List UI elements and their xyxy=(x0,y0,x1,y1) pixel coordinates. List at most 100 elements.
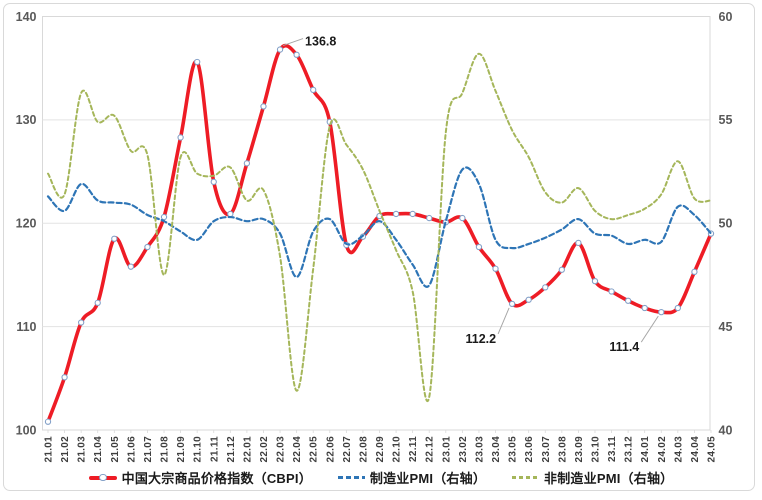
x-axis-tick-label: 24.01 xyxy=(640,436,651,463)
cbpi-data-point-marker xyxy=(44,418,52,425)
x-axis-tick-label: 22.07 xyxy=(342,436,353,463)
x-axis-tick-label: 23.03 xyxy=(474,436,485,463)
nonmanufacturing-pmi-line xyxy=(47,52,712,402)
cbpi-data-point-marker xyxy=(61,374,68,381)
legend-item-manufacturing-pmi: 制造业PMI（右轴） xyxy=(337,468,487,487)
x-axis-tick-label: 21.03 xyxy=(77,436,88,463)
y-axis-right-tick-label: 60 xyxy=(719,10,733,24)
y-axis-left-tick-label: 130 xyxy=(16,113,37,127)
y-axis-right-tick-label: 55 xyxy=(719,113,733,127)
annotation-leader-line xyxy=(282,38,304,47)
y-axis-left-tick-label: 120 xyxy=(16,217,37,231)
x-axis-tick-label: 21.05 xyxy=(110,436,121,463)
y-axis-left-tick-label: 140 xyxy=(16,10,37,24)
legend-label-cbpi: 中国大宗商品价格指数（CBPI） xyxy=(121,471,312,486)
x-axis-tick-label: 23.05 xyxy=(508,436,519,463)
x-axis-tick-label: 21.11 xyxy=(209,436,220,462)
cbpi-data-point-marker xyxy=(608,288,615,295)
cbpi-data-point-marker xyxy=(525,296,532,303)
cbpi-data-point-marker xyxy=(508,300,516,308)
cbpi-data-point-marker xyxy=(691,268,698,275)
legend-swatch-cbpi-line xyxy=(88,473,117,482)
x-axis-tick-label: 21.09 xyxy=(176,436,187,463)
cbpi-data-point-marker xyxy=(542,284,549,291)
chart-legend: 中国大宗商品价格指数（CBPI） 制造业PMI（右轴） 非制造业PMI（右轴） xyxy=(0,468,762,487)
x-axis-tick-label: 23.11 xyxy=(607,436,618,462)
x-axis-tick-label: 24.03 xyxy=(673,436,684,463)
x-axis-tick-label: 22.12 xyxy=(425,436,436,463)
x-axis-tick-label: 23.12 xyxy=(624,436,635,463)
y-axis-right-tick-label: 45 xyxy=(719,320,733,334)
cbpi-data-point-marker xyxy=(459,214,466,222)
x-axis-tick-label: 23.06 xyxy=(524,436,535,463)
x-axis-tick-label: 23.10 xyxy=(590,436,601,463)
x-axis-tick-label: 22.10 xyxy=(392,436,403,463)
cbpi-data-point-marker xyxy=(177,134,184,141)
cbpi-data-point-marker xyxy=(624,297,632,304)
cbpi-data-point-marker xyxy=(210,178,217,186)
annotation-leader-line xyxy=(640,315,659,343)
cbpi-data-point-marker xyxy=(227,210,234,218)
cbpi-data-point-marker xyxy=(78,319,85,326)
cbpi-data-point-marker xyxy=(409,210,416,218)
cbpi-data-point-marker xyxy=(144,243,151,251)
x-axis-tick-label: 22.04 xyxy=(292,436,303,463)
x-axis-tick-label: 22.05 xyxy=(309,436,320,463)
x-axis-tick-label: 23.08 xyxy=(557,436,568,463)
cbpi-data-point-marker xyxy=(243,160,251,167)
x-axis-tick-label: 24.02 xyxy=(657,436,668,463)
legend-swatch-nonmanufacturing-pmi-dash xyxy=(512,476,540,479)
x-axis-tick-label: 22.09 xyxy=(375,436,386,463)
annotation-value-label: 111.4 xyxy=(609,340,639,354)
x-axis-tick-label: 22.11 xyxy=(408,436,419,462)
manufacturing-pmi-line xyxy=(46,166,713,288)
cbpi-data-point-marker xyxy=(293,51,300,58)
cbpi-data-point-marker xyxy=(591,277,599,285)
x-axis-tick-label: 24.05 xyxy=(707,436,718,463)
x-axis-tick-label: 22.01 xyxy=(242,436,253,463)
x-axis-tick-label: 23.02 xyxy=(458,436,469,463)
y-axis-left-tick-label: 110 xyxy=(16,320,36,334)
x-axis-tick-label: 21.04 xyxy=(93,436,104,463)
cbpi-data-point-marker xyxy=(392,210,400,218)
cbpi-data-point-marker xyxy=(475,243,483,251)
cbpi-data-point-marker xyxy=(260,103,267,110)
legend-marker-dot-icon xyxy=(99,473,107,482)
x-axis-tick-label: 21.06 xyxy=(126,436,137,463)
cbpi-data-point-marker xyxy=(575,239,582,247)
cbpi-data-point-marker xyxy=(674,304,681,312)
x-axis-tick-label: 21.10 xyxy=(193,436,204,463)
cbpi-data-point-marker xyxy=(426,214,433,222)
cbpi-data-point-marker xyxy=(658,309,665,316)
cbpi-data-point-marker xyxy=(641,304,648,312)
annotation-value-label: 136.8 xyxy=(305,35,336,49)
legend-item-cbpi: 中国大宗商品价格指数（CBPI） xyxy=(88,468,312,487)
annotation-leader-line xyxy=(497,307,510,335)
cbpi-data-point-marker xyxy=(94,299,101,306)
y-axis-left-tick-label: 100 xyxy=(16,423,37,437)
x-axis-tick-label: 23.04 xyxy=(491,436,502,463)
legend-label-manufacturing-pmi: 制造业PMI（右轴） xyxy=(369,471,487,486)
x-axis-tick-label: 21.01 xyxy=(44,436,55,463)
y-axis-right-tick-label: 40 xyxy=(719,423,733,437)
x-axis-tick-label: 21.02 xyxy=(60,436,71,463)
x-axis-tick-label: 22.02 xyxy=(259,436,270,463)
x-axis-tick-label: 24.04 xyxy=(690,436,701,463)
annotation-value-label: 112.2 xyxy=(466,332,497,346)
legend-item-nonmanufacturing-pmi: 非制造业PMI（右轴） xyxy=(512,468,673,487)
x-axis-tick-label: 23.01 xyxy=(441,436,452,463)
x-axis-tick-label: 22.08 xyxy=(358,436,369,463)
legend-swatch-manufacturing-pmi-dash xyxy=(337,476,365,479)
x-axis-tick-label: 22.03 xyxy=(276,436,287,463)
cbpi-data-point-marker xyxy=(276,46,284,53)
cbpi-data-point-marker xyxy=(127,263,135,270)
cbpi-data-point-marker xyxy=(492,265,499,272)
x-axis-tick-label: 21.07 xyxy=(143,436,154,463)
x-axis-tick-label: 21.12 xyxy=(226,436,237,463)
legend-label-nonmanufacturing-pmi: 非制造业PMI（右轴） xyxy=(544,471,674,486)
x-axis-tick-label: 22.06 xyxy=(325,436,336,463)
cbpi-data-point-marker xyxy=(111,235,118,242)
cbpi-data-point-marker xyxy=(310,86,317,94)
cbpi-data-point-marker xyxy=(160,213,168,221)
